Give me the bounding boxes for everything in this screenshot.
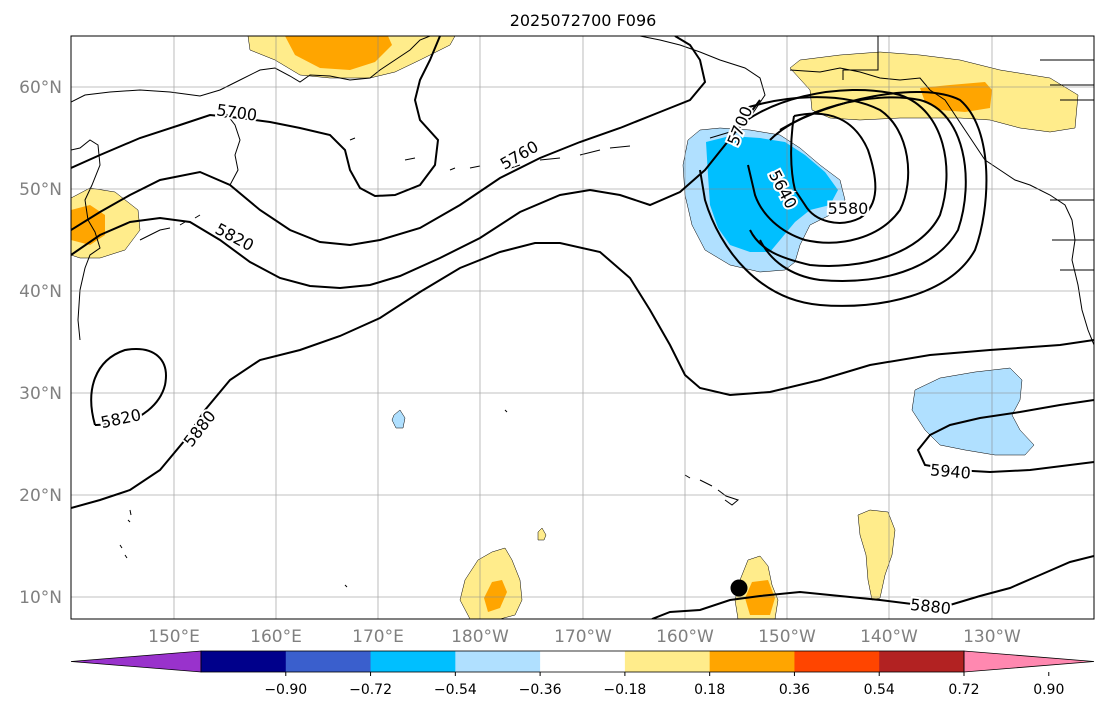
lon-label: 150°W (758, 627, 816, 647)
colorbar-tick-label: −0.72 (349, 682, 392, 698)
lat-label: 20°N (19, 486, 62, 506)
lon-label: 170°E (352, 627, 404, 647)
negative-anomaly-shading (391, 127, 1035, 456)
lon-label: 150°E (148, 627, 200, 647)
colorbar-segment (540, 651, 626, 672)
colorbar-tick-label: −0.90 (264, 682, 307, 698)
map-title: 2025072700 F096 (510, 11, 657, 30)
lon-label: 130°W (963, 627, 1021, 647)
lon-label: 160°E (250, 627, 302, 647)
colorbar-segment (455, 651, 541, 672)
colorbar-tick-label: 0.72 (948, 682, 979, 698)
contour-label: 5880 (909, 595, 951, 618)
latitude-labels: 60°N 50°N 40°N 30°N 20°N 10°N (19, 78, 62, 608)
colorbar-segment (879, 651, 965, 672)
lat-label: 30°N (19, 384, 62, 404)
lon-label: 180°W (451, 627, 509, 647)
lon-label: 170°W (554, 627, 612, 647)
colorbar-tick-label: −0.54 (434, 682, 477, 698)
colorbar: −0.90 −0.72 −0.54 −0.36 −0.18 0.18 0.36 0.54 0.7… (70, 650, 1095, 698)
height-contours (71, 36, 1094, 619)
colorbar-segment (370, 651, 456, 672)
lat-label: 60°N (19, 78, 62, 98)
colorbar-segment (285, 651, 372, 672)
contour-label: 5580 (828, 199, 869, 218)
positive-anomaly-shading (71, 36, 1079, 619)
lat-label: 40°N (19, 282, 62, 302)
lat-label: 50°N (19, 180, 62, 200)
lon-label: 140°W (860, 627, 918, 647)
colorbar-tick-label: 0.18 (694, 682, 725, 698)
contour-labels: 5700 5760 5700 5640 5580 5820 5820 5880 … (97, 98, 974, 619)
contour-label: 5940 (929, 460, 971, 482)
longitude-labels: 150°E 160°E 170°E 180°W 170°W 160°W 150°… (148, 627, 1021, 647)
plot-frame (70, 35, 1095, 620)
lat-label: 10°N (19, 588, 62, 608)
colorbar-segment (794, 651, 880, 672)
lon-label: 160°W (656, 627, 714, 647)
colorbar-extend-min (70, 650, 202, 673)
contour-label: 5700 (215, 100, 258, 124)
contour-label: 5820 (99, 405, 143, 432)
gridlines (71, 36, 1094, 619)
contour-label: 5880 (180, 407, 220, 451)
plot-area: 5700 5760 5700 5640 5580 5820 5820 5880 … (71, 36, 1094, 619)
colorbar-segment (201, 651, 287, 672)
colorbar-tick-label: 0.90 (1033, 682, 1064, 698)
storm-position-marker (730, 579, 748, 597)
colorbar-segment (624, 651, 711, 672)
colorbar-frame (200, 650, 965, 673)
colorbar-tick-label: −0.18 (603, 682, 646, 698)
colorbar-tick-label: 0.54 (864, 682, 895, 698)
colorbar-segment (709, 651, 795, 672)
colorbar-tick-label: 0.36 (779, 682, 810, 698)
colorbar-tick-label: −0.36 (519, 682, 562, 698)
colorbar-extend-max (963, 650, 1095, 673)
